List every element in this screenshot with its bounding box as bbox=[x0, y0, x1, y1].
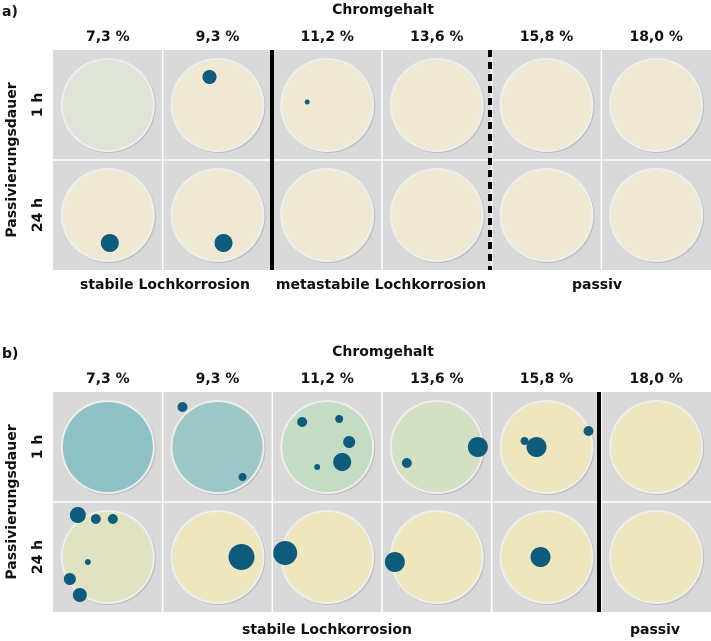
sample-disc bbox=[609, 400, 704, 494]
column-label: 15,8 % bbox=[520, 371, 573, 387]
sample-disc bbox=[389, 168, 484, 262]
sample-disc bbox=[609, 168, 704, 262]
corrosion-pit bbox=[202, 70, 217, 84]
corrosion-pit bbox=[467, 437, 488, 457]
sample-disc bbox=[170, 400, 265, 494]
sample-disc bbox=[389, 510, 484, 604]
corrosion-pit bbox=[333, 453, 352, 471]
column-label: 18,0 % bbox=[629, 29, 682, 45]
corrosion-pit bbox=[384, 552, 405, 572]
regime-label: passiv bbox=[572, 277, 622, 293]
panel-label: a) bbox=[2, 4, 18, 20]
sample-disc bbox=[60, 58, 155, 152]
column-label: 7,3 % bbox=[86, 29, 130, 45]
sample-disc bbox=[499, 168, 594, 262]
column-header: Chromgehalt bbox=[332, 344, 434, 360]
column-label: 11,2 % bbox=[300, 29, 353, 45]
sample-disc bbox=[499, 58, 594, 152]
sample-disc bbox=[609, 58, 704, 152]
row-label: 1 h bbox=[30, 93, 46, 118]
column-label: 11,2 % bbox=[300, 371, 353, 387]
column-label: 13,6 % bbox=[410, 29, 463, 45]
row-label: 24 h bbox=[30, 540, 46, 574]
corrosion-pit bbox=[335, 415, 344, 423]
regime-label: metastabile Lochkorrosion bbox=[276, 277, 486, 293]
sample-disc bbox=[389, 58, 484, 152]
regime-label: passiv bbox=[630, 622, 680, 638]
sample-disc bbox=[280, 58, 375, 152]
column-header: Chromgehalt bbox=[332, 2, 434, 18]
sample-disc bbox=[280, 400, 375, 494]
column-label: 15,8 % bbox=[520, 29, 573, 45]
sample-disc bbox=[280, 168, 375, 262]
corrosion-pit bbox=[107, 514, 118, 524]
corrosion-pit bbox=[72, 588, 87, 602]
corrosion-pit bbox=[520, 437, 529, 445]
corrosion-pit bbox=[90, 514, 101, 524]
corrosion-pit bbox=[177, 402, 188, 412]
column-label: 18,0 % bbox=[629, 371, 682, 387]
column-label: 13,6 % bbox=[410, 371, 463, 387]
axis-label: Passivierungsdauer bbox=[4, 424, 20, 579]
corrosion-pit bbox=[401, 458, 412, 468]
row-label: 1 h bbox=[30, 435, 46, 460]
regime-label: stabile Lochkorrosion bbox=[242, 622, 412, 638]
sample-disc bbox=[60, 168, 155, 262]
corrosion-pit bbox=[314, 464, 321, 470]
corrosion-pit bbox=[100, 234, 119, 252]
corrosion-pit bbox=[84, 559, 91, 565]
row-label: 24 h bbox=[30, 198, 46, 232]
corrosion-pit bbox=[583, 426, 594, 436]
corrosion-pit bbox=[530, 547, 551, 567]
sample-disc bbox=[60, 510, 155, 604]
corrosion-pit bbox=[304, 99, 310, 105]
sample-disc bbox=[170, 510, 265, 604]
corrosion-pit bbox=[238, 473, 247, 481]
panel-label: b) bbox=[2, 346, 18, 362]
corrosion-pit bbox=[273, 541, 298, 565]
sample-disc bbox=[609, 510, 704, 604]
sample-disc bbox=[170, 168, 265, 262]
corrosion-pit bbox=[297, 417, 308, 427]
corrosion-pit bbox=[228, 544, 255, 570]
column-label: 7,3 % bbox=[86, 371, 130, 387]
axis-label: Passivierungsdauer bbox=[4, 82, 20, 237]
corrosion-pit bbox=[214, 234, 233, 252]
regime-label: stabile Lochkorrosion bbox=[80, 277, 250, 293]
sample-disc bbox=[170, 58, 265, 152]
corrosion-pit bbox=[343, 436, 356, 448]
column-label: 9,3 % bbox=[196, 29, 240, 45]
corrosion-pit bbox=[526, 437, 547, 457]
corrosion-pit bbox=[69, 507, 86, 523]
sample-disc bbox=[60, 400, 155, 494]
corrosion-pit bbox=[63, 573, 76, 585]
column-label: 9,3 % bbox=[196, 371, 240, 387]
